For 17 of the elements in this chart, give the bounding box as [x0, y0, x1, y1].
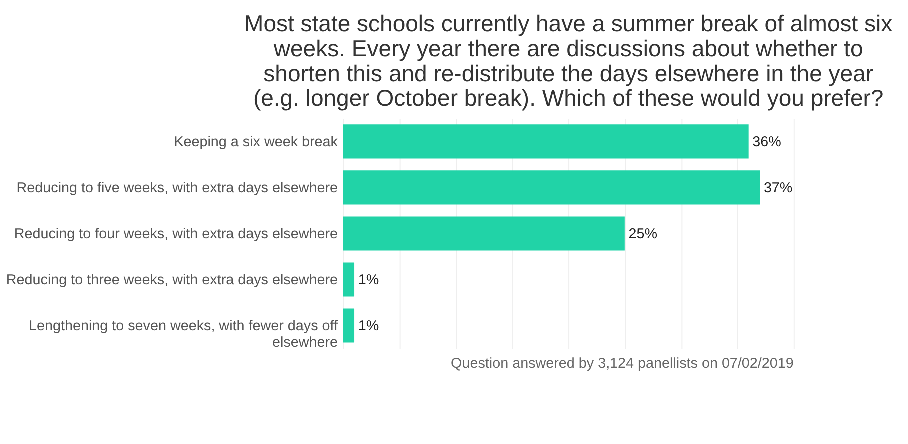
bar [343, 262, 355, 297]
y-tick-label: Lengthening to seven weeks, with fewer days off elsewhere [28, 318, 339, 351]
y-tick-label: Keeping a six week break [174, 134, 339, 150]
text: Question answered by 3,124 panellists on 07/02/2019 [451, 356, 794, 372]
y-tick-label: Reducing to four weeks, with extra days elsewhere [14, 226, 338, 243]
data-label: 25% [628, 226, 658, 243]
bar [343, 124, 749, 159]
chart-title: Most state schools currently have a summer break of almost six weeks. Every year there are discussions about whether to shorten this and re-distribute the days elsewhere in the year (e.g. longer October break). Which of these would you prefer? [244, 10, 894, 112]
data-label: 36% [752, 134, 782, 150]
y-tick-label: Reducing to three weeks, with extra days elsewhere [6, 272, 338, 289]
bar [343, 308, 355, 343]
data-label: 1% [358, 272, 380, 289]
bar [343, 216, 625, 251]
y-tick-label: Reducing to five weeks, with extra days elsewhere [16, 180, 338, 196]
data-label: 37% [764, 180, 793, 196]
data-label: 1% [358, 318, 380, 335]
bar [343, 170, 760, 205]
